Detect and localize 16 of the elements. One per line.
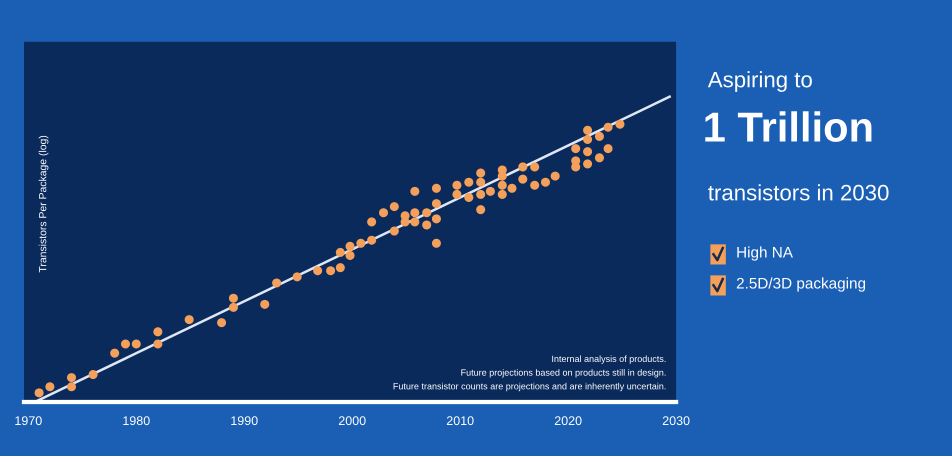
text: transistors in 2030 [708, 184, 889, 201]
x-tick-label: 2030 [662, 416, 690, 426]
text: 2.5D/3D packaging [736, 277, 866, 292]
x-tick-label: 2020 [554, 416, 582, 426]
x-tick-label: 2000 [338, 416, 366, 426]
x-tick-label: 1970 [15, 416, 42, 426]
annotation: Future projections based on products still in design. [461, 369, 666, 378]
text: 1 Trillion [705, 111, 872, 142]
y-axis-title: Transistors Per Package (log) [38, 136, 48, 272]
x-tick-label: 2010 [446, 416, 474, 426]
annotation: Future transistor counts are projections and are inherently uncertain. [394, 382, 666, 392]
x-tick-label: 1980 [123, 416, 150, 426]
annotation: Internal analysis of products. [552, 355, 666, 364]
text: Aspiring to [708, 71, 812, 92]
x-tick-label: 1990 [231, 416, 258, 426]
text: High NA [737, 246, 793, 261]
